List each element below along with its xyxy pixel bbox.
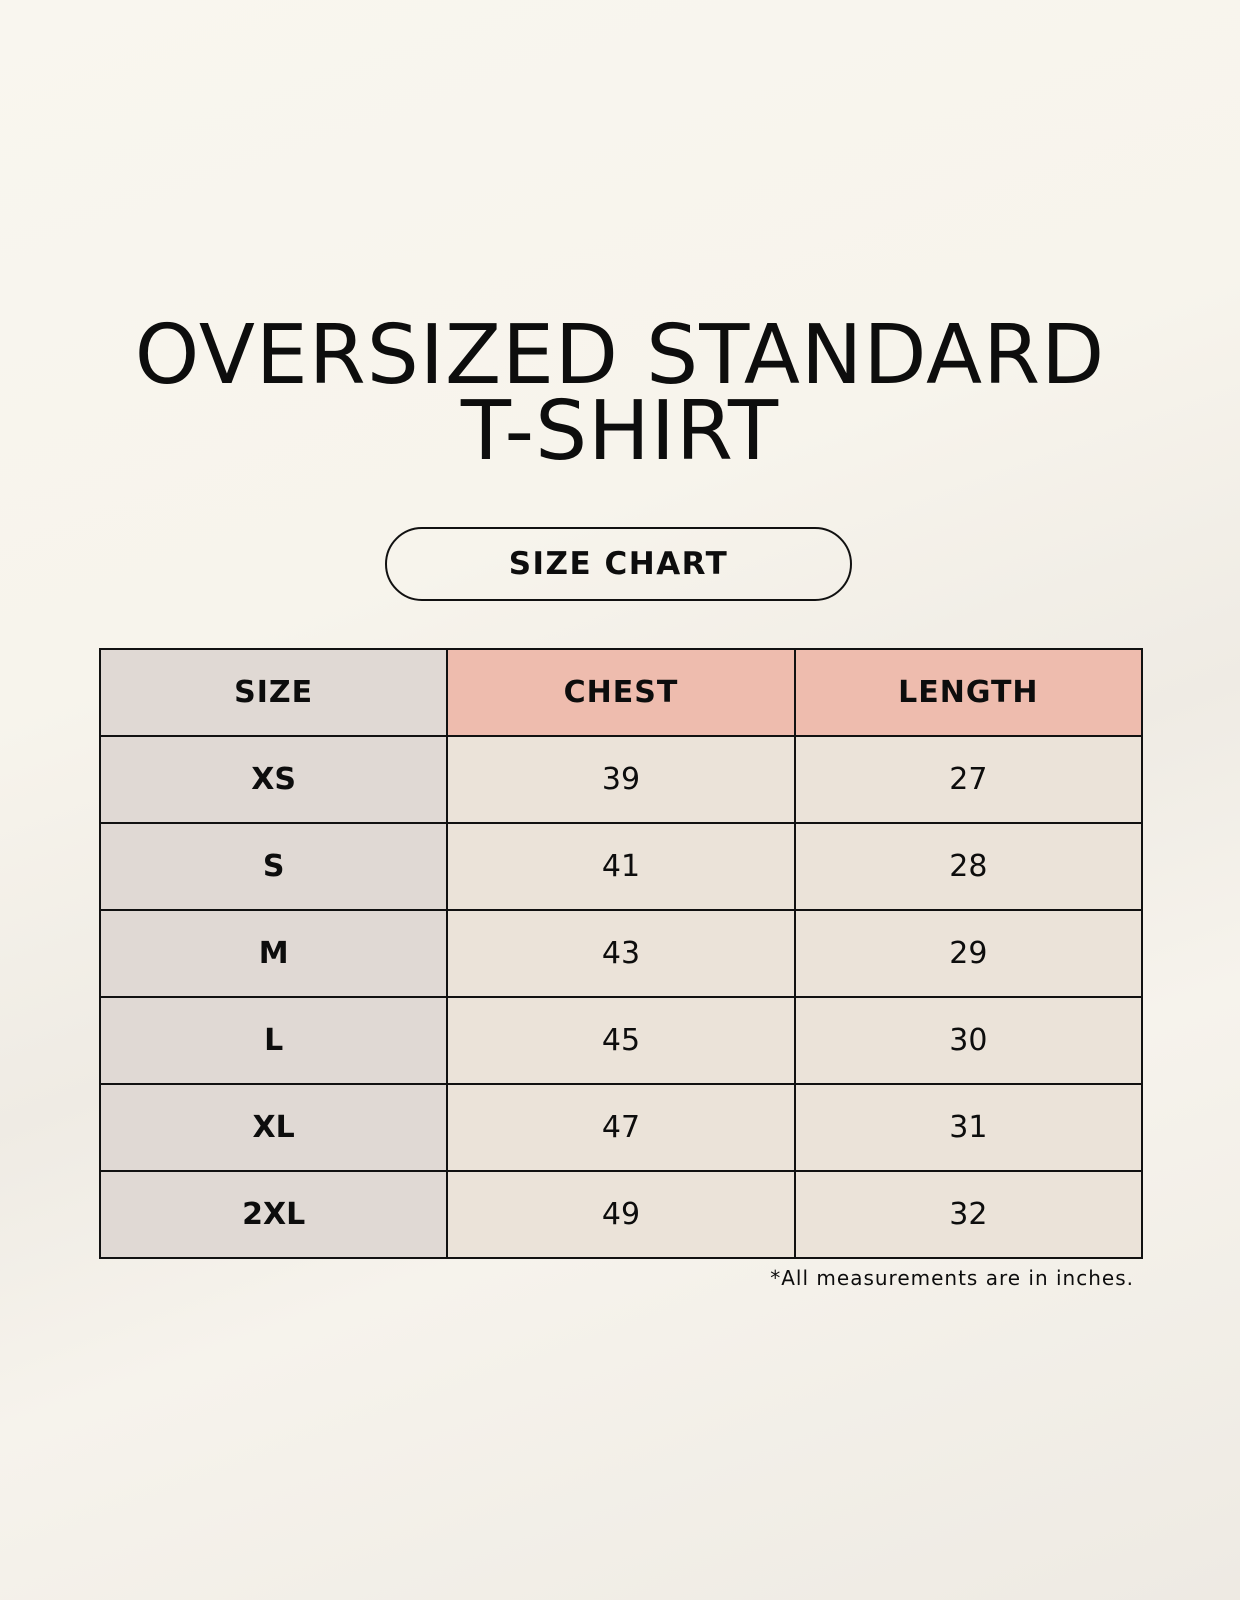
chest-cell: 49 [446, 1170, 796, 1259]
size-cell: S [98, 822, 449, 911]
table-header-row: SIZE CHEST LENGTH [98, 648, 1144, 737]
table-row: XL 47 31 [98, 1083, 1144, 1172]
length-cell: 30 [793, 996, 1144, 1085]
size-cell: M [98, 909, 449, 998]
length-cell: 28 [793, 822, 1144, 911]
table-row: M 43 29 [98, 909, 1144, 998]
size-cell: XL [98, 1083, 449, 1172]
chest-cell: 47 [446, 1083, 796, 1172]
table-row: 2XL 49 32 [98, 1170, 1144, 1259]
length-cell: 32 [793, 1170, 1144, 1259]
title-line-1: OVERSIZED STANDARD [134, 308, 1106, 403]
footnote: *All measurements are in inches. [770, 1266, 1134, 1290]
chest-cell: 45 [446, 996, 796, 1085]
header-chest: CHEST [446, 648, 796, 737]
header-size: SIZE [98, 648, 449, 737]
length-cell: 29 [793, 909, 1144, 998]
length-cell: 31 [793, 1083, 1144, 1172]
chest-cell: 39 [446, 735, 796, 824]
chest-cell: 43 [446, 909, 796, 998]
size-cell: XS [98, 735, 449, 824]
size-chart-table: SIZE CHEST LENGTH XS 39 27 S 41 28 M 43 29 L 45 30 X… [98, 648, 1144, 1259]
size-cell: 2XL [98, 1170, 449, 1259]
table-row: XS 39 27 [98, 735, 1144, 824]
size-chart-badge: SIZE CHART [385, 527, 852, 601]
table-row: L 45 30 [98, 996, 1144, 1085]
length-cell: 27 [793, 735, 1144, 824]
header-length: LENGTH [793, 648, 1144, 737]
table-row: S 41 28 [98, 822, 1144, 911]
size-cell: L [98, 996, 449, 1085]
title-line-2: T-SHIRT [460, 384, 780, 479]
chest-cell: 41 [446, 822, 796, 911]
page-title: OVERSIZED STANDARD T-SHIRT [0, 308, 1240, 479]
